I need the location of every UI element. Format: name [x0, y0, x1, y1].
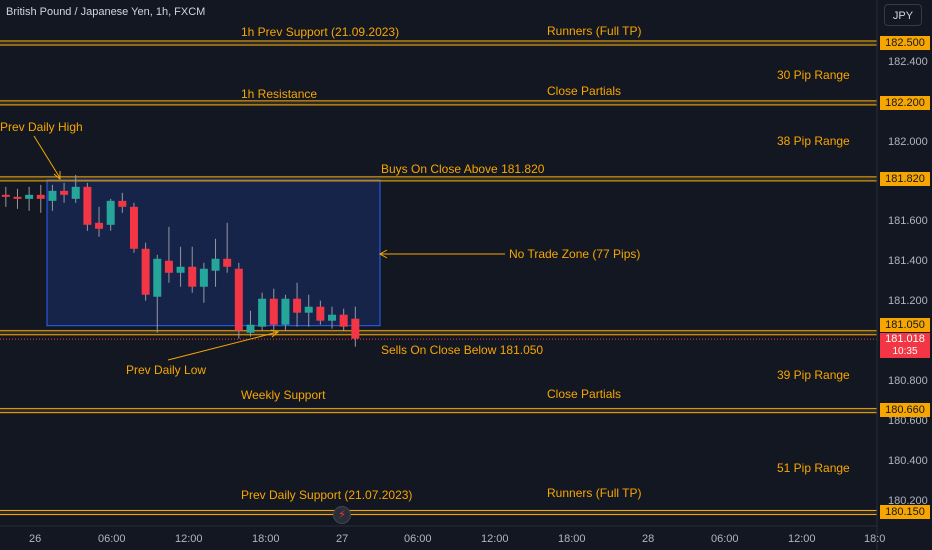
candle-body [246, 324, 255, 333]
candle-body [60, 190, 69, 195]
label-51-pip-range: 51 Pip Range [777, 461, 850, 475]
candle-body [83, 186, 92, 225]
candle-body [176, 266, 185, 273]
price-badge-181050: 181.050 [880, 318, 930, 332]
candle-body [304, 306, 313, 313]
y-tick: 181.400 [888, 255, 928, 267]
y-tick: 182.000 [888, 136, 928, 148]
label-no-trade-zone: No Trade Zone (77 Pips) [509, 247, 641, 261]
y-tick: 180.800 [888, 375, 928, 387]
candle-body [293, 298, 302, 313]
level-band [0, 407, 877, 414]
candle-body [1, 194, 10, 197]
candle-body [211, 258, 220, 271]
label-close-partials-bottom: Close Partials [547, 387, 622, 401]
candle-body [223, 258, 232, 267]
candle-body [141, 248, 150, 295]
candle-body [339, 314, 348, 327]
candle-body [36, 194, 45, 199]
no-trade-zone-box [46, 179, 381, 327]
y-tick: 181.200 [888, 295, 928, 307]
level-band [0, 175, 877, 182]
x-tick: 18:00 [558, 533, 586, 545]
y-tick: 180.400 [888, 455, 928, 467]
label-prev-daily-support: Prev Daily Support (21.07.2023) [241, 488, 413, 502]
label-close-partials-top: Close Partials [547, 84, 622, 98]
candle-body [258, 298, 267, 327]
label-weekly-support: Weekly Support [241, 388, 326, 402]
price-badge-180150: 180.150 [880, 505, 930, 519]
label-runners-bottom: Runners (Full TP) [547, 486, 642, 500]
y-tick: 181.600 [888, 215, 928, 227]
candle-body [316, 306, 325, 321]
prev-daily-low-arrow [167, 331, 279, 361]
candle-body [269, 298, 278, 325]
candle-body [48, 190, 57, 201]
candle-body [234, 268, 243, 331]
symbol-title: British Pound / Japanese Yen, 1h, FXCM [6, 6, 206, 18]
candle-body [188, 266, 197, 287]
x-tick: 18:00 [252, 533, 280, 545]
y-tick: 182.400 [888, 56, 928, 68]
x-tick: 12:00 [481, 533, 509, 545]
price-badge-182200: 182.200 [880, 96, 930, 110]
x-tick: 27 [336, 533, 349, 545]
bar-countdown-badge: 10:35 [880, 346, 930, 358]
level-band [0, 40, 877, 46]
candle-body [164, 260, 173, 273]
label-runners-top: Runners (Full TP) [547, 24, 642, 38]
x-tick: 28 [642, 533, 655, 545]
label-sells-below: Sells On Close Below 181.050 [381, 343, 544, 357]
label-1h-prev-support: 1h Prev Support (21.09.2023) [241, 25, 400, 39]
price-badge-180660: 180.660 [880, 403, 930, 417]
candle-body [106, 200, 115, 225]
y-tick: 180.600 [888, 415, 928, 427]
x-tick: 12:00 [175, 533, 203, 545]
x-tick: 06:00 [98, 533, 126, 545]
candle-body [25, 194, 34, 199]
currency-button[interactable]: JPY [884, 4, 922, 26]
candle-body [118, 200, 127, 207]
label-buys-above: Buys On Close Above 181.820 [381, 162, 545, 176]
lightning-icon[interactable]: ⚡ [333, 506, 351, 524]
prev-daily-high-arrow [33, 135, 61, 179]
prev-daily-low-arrowhead [270, 329, 280, 338]
level-band [0, 509, 877, 516]
level-band [0, 99, 877, 106]
candle-body [129, 206, 138, 249]
candle-body [281, 298, 290, 325]
level-band [0, 329, 877, 336]
candle-body [351, 318, 360, 339]
candle-body [328, 314, 337, 321]
x-tick: 18:0 [864, 533, 886, 545]
y-tick: 180.200 [888, 495, 928, 507]
candle-body [13, 196, 22, 199]
candle-body [95, 222, 104, 229]
label-39-pip-range: 39 Pip Range [777, 368, 850, 382]
last-price-badge: 181.018 [880, 333, 930, 346]
price-badge-182500: 182.500 [880, 36, 930, 50]
prev-daily-high-arrowhead [53, 171, 61, 181]
label-30-pip-range: 30 Pip Range [777, 68, 850, 82]
x-tick: 26 [29, 533, 42, 545]
no-trade-zone-arrowhead [378, 249, 388, 259]
label-38-pip-range: 38 Pip Range [777, 134, 850, 148]
x-tick: 12:00 [788, 533, 816, 545]
label-prev-daily-high: Prev Daily High [0, 120, 83, 134]
candle-body [153, 258, 162, 297]
candle-body [199, 268, 208, 287]
x-tick: 06:00 [404, 533, 432, 545]
candle-body [71, 186, 80, 199]
price-badge-181820: 181.820 [880, 172, 930, 186]
label-1h-resistance: 1h Resistance [241, 87, 318, 101]
x-tick: 06:00 [711, 533, 739, 545]
label-prev-daily-low: Prev Daily Low [126, 363, 207, 377]
